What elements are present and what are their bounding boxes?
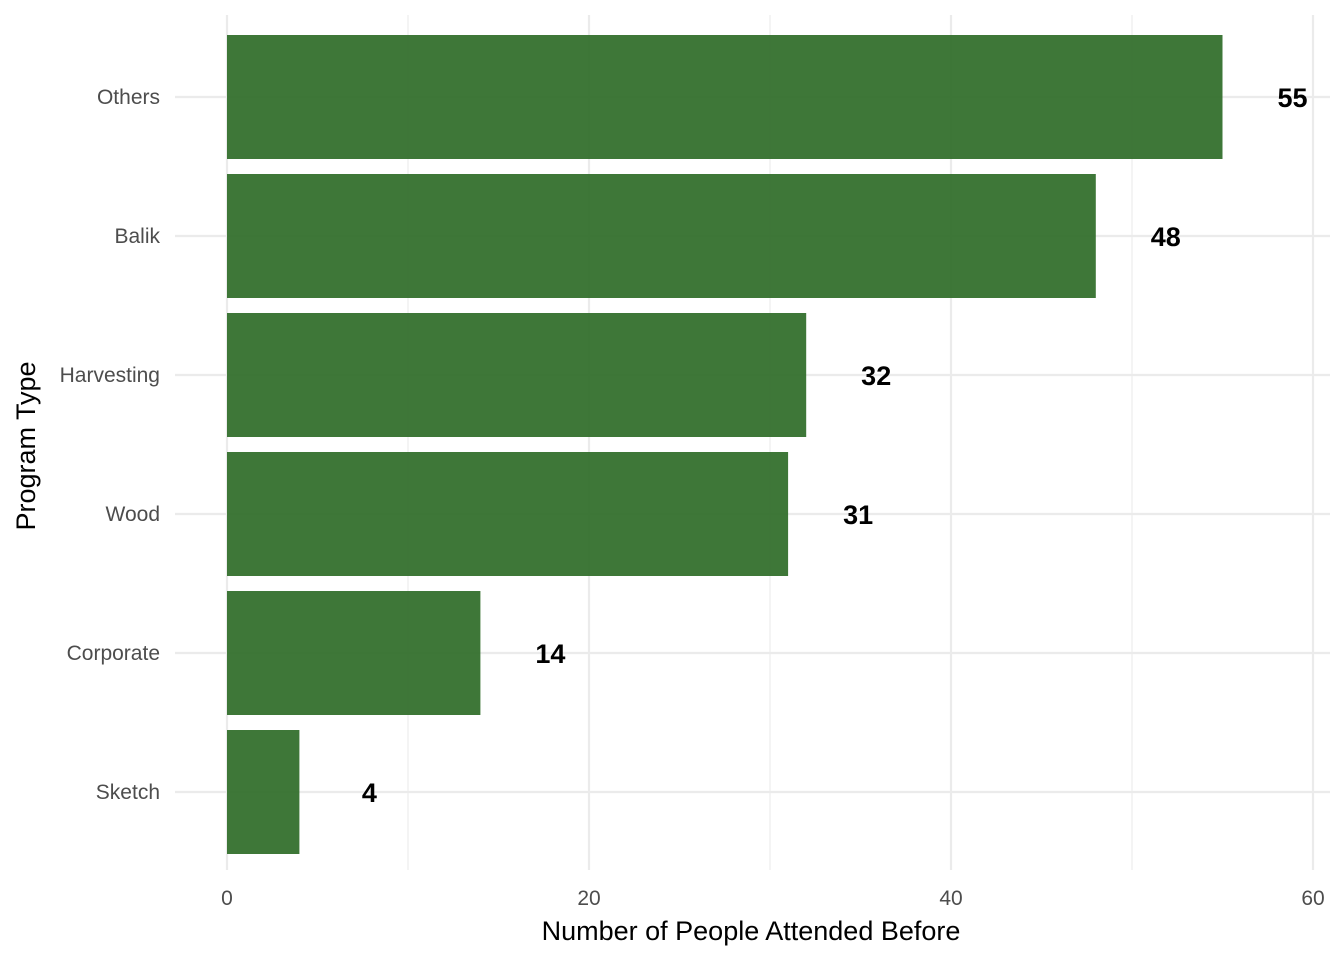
y-tick-label: Sketch bbox=[96, 781, 160, 804]
y-tick-label: Wood bbox=[106, 503, 160, 526]
bar bbox=[227, 591, 481, 715]
data-label: 32 bbox=[861, 361, 891, 391]
x-axis-title: Number of People Attended Before bbox=[542, 916, 961, 946]
y-tick-label: Harvesting bbox=[60, 364, 160, 387]
bar bbox=[227, 174, 1096, 298]
data-label: 31 bbox=[843, 500, 873, 530]
data-label: 4 bbox=[362, 778, 377, 808]
y-axis-title: Program Type bbox=[11, 361, 41, 530]
bar bbox=[227, 35, 1223, 159]
bar bbox=[227, 730, 300, 854]
y-tick-label: Balik bbox=[114, 225, 160, 248]
data-label: 48 bbox=[1151, 222, 1181, 252]
y-tick-label: Others bbox=[97, 86, 160, 109]
x-tick-label: 60 bbox=[1301, 887, 1324, 910]
x-tick-label: 20 bbox=[577, 887, 600, 910]
bar bbox=[227, 313, 807, 437]
y-tick-label: Corporate bbox=[67, 642, 160, 665]
y-axis-ticks: Others Balik Harvesting Wood Corporate Sketch bbox=[60, 86, 161, 804]
bar bbox=[227, 452, 789, 576]
data-label: 55 bbox=[1277, 83, 1307, 113]
x-tick-label: 40 bbox=[939, 887, 962, 910]
x-axis-ticks: 0 20 40 60 bbox=[221, 887, 1325, 910]
x-tick-label: 0 bbox=[221, 887, 233, 910]
bars bbox=[227, 35, 1223, 854]
data-label: 14 bbox=[535, 639, 565, 669]
data-labels: 55 48 32 31 14 4 bbox=[362, 83, 1308, 808]
